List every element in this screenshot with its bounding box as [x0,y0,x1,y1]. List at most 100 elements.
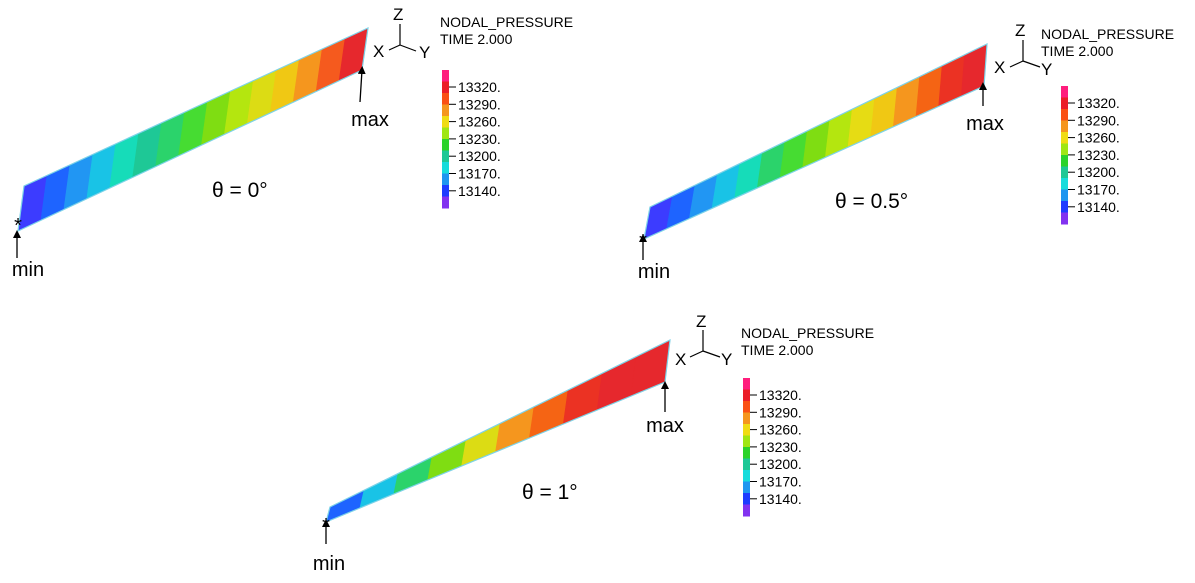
legend-color-swatch [743,470,750,482]
pressure-band [870,86,898,138]
pressure-band [155,111,185,168]
legend-color-swatch [743,389,750,402]
time-label: TIME 2.000 [741,342,814,358]
color-legend: 13320.13290. 13260.13230.13200. 13170.1314… [442,70,501,209]
pressure-band [847,97,876,148]
pressure-band [892,76,920,128]
legend-color-swatch [442,81,449,94]
legend-tick-label: 13200. [458,148,501,164]
axis-triad: Z X Y [373,5,430,62]
legend-color-swatch [743,447,750,459]
legend-tick-label: 13230. [759,439,802,455]
panel-theta-1: θ = 1° * min max Z X Y NODAL_PRESSURE TI… [313,312,874,575]
x-axis-label: X [675,350,686,369]
legend-tick-label: 13230. [458,131,501,147]
pressure-band [495,406,535,453]
legend-color-swatch [743,424,750,436]
pressure-band [427,439,467,481]
pressure-band [393,456,433,495]
min-label: min [313,553,345,575]
z-axis-label: Z [696,312,706,331]
max-label: max [351,109,389,131]
legend-color-swatch [442,116,449,128]
min-label: min [638,261,670,283]
legend-color-swatch [1061,189,1068,202]
max-marker: max [351,66,389,131]
pressure-band [824,108,853,158]
legend-color-swatch [743,481,750,494]
time-label: TIME 2.000 [1041,43,1114,59]
legend-tick-label: 13260. [759,422,802,438]
legend-tick-label: 13230. [1077,147,1120,163]
panel-theta-0-5: θ = 0.5° * min max Z X Y NODAL_PRESSURE … [638,21,1174,283]
pressure-band [915,65,943,118]
min-marker: * min [313,515,345,575]
y-axis-label: Y [1041,60,1052,79]
max-label: max [966,113,1004,135]
pressure-beam [643,43,988,241]
legend-tick-label: 13320. [1077,95,1120,111]
axis-triad: Z X Y [994,21,1052,79]
max-arrow [357,66,366,103]
legend-tick-label: 13290. [1077,112,1120,128]
legend-color-swatch [743,435,750,448]
legend-color-swatch [442,104,449,117]
pressure-band [40,164,71,221]
legend-color-swatch [1061,120,1068,133]
min-marker: * min [638,231,670,283]
legend-color-swatch [743,504,750,517]
legend-tick-label: 13140. [1077,199,1120,215]
x-axis-label: X [373,42,384,61]
legend-color-swatch [743,378,750,390]
axis-triad: Z X Y [675,312,732,369]
legend-color-swatch [1061,143,1068,156]
legend-color-swatch [442,162,449,174]
color-legend: 13320.13290. 13260.13230.13200. 13170.1314… [743,378,802,517]
max-marker: max [646,381,684,437]
legend-color-swatch [442,173,449,186]
pressure-band [178,101,208,157]
pressure-band [292,48,323,103]
legend-color-swatch [743,493,750,505]
legend-color-swatch [1061,132,1068,144]
legend-tick-label: 13320. [458,79,501,95]
max-label: max [646,415,684,437]
legend-tick-label: 13140. [759,491,802,507]
theta-label: θ = 0° [212,179,268,202]
legend-tick-label: 13200. [759,456,802,472]
legend-color-swatch [743,412,750,425]
theta-label: θ = 1° [522,481,578,504]
legend-tick-label: 13170. [759,474,802,490]
variable-title: NODAL_PRESSURE [440,14,573,30]
legend-tick-label: 13290. [759,404,802,420]
pressure-band [246,69,277,125]
max-marker: max [966,82,1004,135]
legend-color-swatch [442,70,449,82]
min-star-icon: * [14,215,22,237]
legend-color-swatch [442,196,449,209]
pressure-band [109,132,140,189]
legend-color-swatch [1061,155,1068,167]
beam-outline [325,338,671,524]
min-label: min [12,259,44,281]
y-axis-label: Y [721,350,732,369]
pressure-band [63,153,94,211]
legend-color-swatch [1061,212,1068,225]
legend-tick-label: 13170. [458,166,501,182]
x-axis-label: X [994,58,1005,77]
legend-color-swatch [442,93,449,105]
time-label: TIME 2.000 [440,31,513,47]
legend-color-swatch [442,150,449,163]
theta-label: θ = 0.5° [835,190,908,213]
z-axis-label: Z [1015,21,1025,40]
min-marker: * min [12,215,44,281]
pressure-band [86,143,117,200]
pressure-beam [17,26,369,233]
legend-tick-label: 13260. [458,114,501,130]
pressure-band [315,38,346,92]
pressure-band [224,80,254,135]
pressure-band [938,54,965,107]
legend-tick-label: 13200. [1077,164,1120,180]
legend-color-swatch [442,185,449,197]
